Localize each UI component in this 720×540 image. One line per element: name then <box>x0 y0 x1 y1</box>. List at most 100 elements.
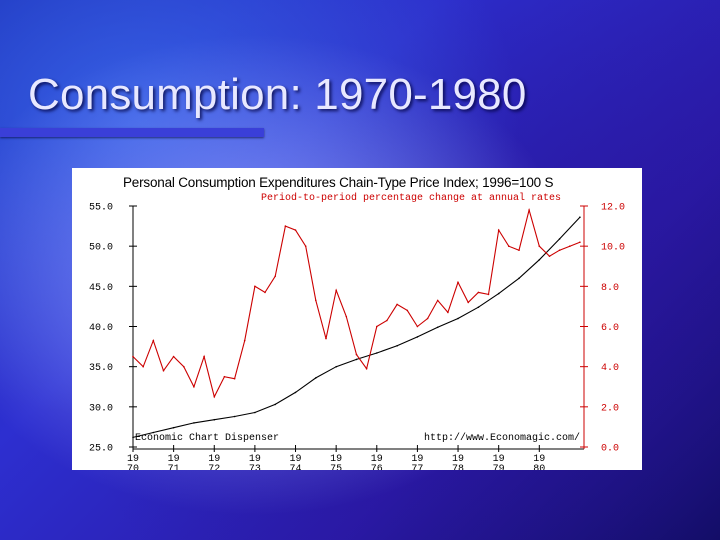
percent-change-point <box>376 325 378 328</box>
price-index-line <box>132 216 581 438</box>
percent-change-point <box>538 245 541 247</box>
percent-change-point <box>406 309 409 312</box>
right-axis-tick-label: 0.0 <box>601 444 619 455</box>
chart-subtitle: Period-to-period percentage change at an… <box>261 193 562 204</box>
x-axis-tick-label-top: 19 <box>290 454 302 465</box>
percent-change-point <box>528 209 530 211</box>
chart-panel: Personal Consumption Expenditures Chain-… <box>72 168 642 470</box>
x-axis-tick-label-bottom: 75 <box>330 464 342 470</box>
percent-change-point <box>477 291 480 294</box>
percent-change-point <box>254 285 256 288</box>
percent-change-point <box>579 241 581 243</box>
x-axis-tick-label-top: 19 <box>249 454 261 465</box>
price-index-point <box>538 259 541 261</box>
x-axis-tick-label-top: 19 <box>208 454 220 465</box>
percent-change-point <box>467 301 470 304</box>
price-index-point <box>274 403 276 406</box>
price-index-point <box>254 411 256 414</box>
slide-title: Consumption: 1970-1980 <box>28 70 527 119</box>
x-axis-tick-label-bottom: 70 <box>127 464 139 470</box>
price-index-point <box>558 238 561 240</box>
price-index-point <box>193 422 195 424</box>
price-index-point <box>355 358 358 361</box>
percent-change-point <box>284 225 287 227</box>
price-index-point <box>315 377 317 379</box>
price-index-point <box>132 436 134 439</box>
x-axis-tick-label-top: 19 <box>533 454 545 465</box>
percent-change-point <box>304 245 307 247</box>
x-axis-tick-label-bottom: 74 <box>290 464 302 470</box>
left-axis-tick-label: 40.0 <box>89 323 113 334</box>
percent-change-point <box>396 303 398 306</box>
price-index-point <box>213 418 216 421</box>
percent-change-point <box>294 229 297 231</box>
percent-change-line <box>132 207 581 399</box>
x-axis-tick-label-top: 19 <box>168 454 180 465</box>
x-axis-tick-label-top: 19 <box>127 454 139 465</box>
percent-change-point <box>558 249 561 251</box>
x-axis-tick-label-top: 19 <box>371 454 383 465</box>
percent-change-point <box>487 293 490 296</box>
price-index-point <box>457 317 459 320</box>
percent-change-point <box>315 299 317 302</box>
percent-change-point <box>548 255 551 257</box>
percent-change-point <box>233 377 236 380</box>
percent-change-point <box>497 229 500 231</box>
x-axis-tick-label-bottom: 78 <box>452 464 464 470</box>
price-index-point <box>376 352 378 354</box>
left-axis-tick-label: 45.0 <box>89 283 113 294</box>
price-index-point <box>294 391 297 394</box>
price-index-point <box>335 365 338 368</box>
percent-change-point <box>508 245 510 247</box>
percent-change-point <box>325 337 327 340</box>
x-axis-tick-label-bottom: 76 <box>371 464 383 470</box>
left-axis-tick-label: 30.0 <box>89 403 113 414</box>
x-axis-tick-label-top: 19 <box>452 454 464 465</box>
price-index-point <box>152 431 155 434</box>
price-index-point <box>436 326 439 329</box>
percent-change-point <box>193 386 195 388</box>
x-axis-tick-label-top: 19 <box>493 454 505 465</box>
percent-change-point <box>183 365 185 368</box>
percent-change-point <box>264 291 266 294</box>
percent-change-point <box>355 353 358 356</box>
chart-title: Personal Consumption Expenditures Chain-… <box>123 175 554 190</box>
x-axis-tick-label-bottom: 72 <box>208 464 220 470</box>
percent-change-point <box>569 245 571 247</box>
percent-change-point <box>335 289 338 292</box>
left-axis-tick-label: 25.0 <box>89 444 113 455</box>
footer-source-label: Economic Chart Dispenser <box>135 432 279 444</box>
percent-change-point <box>518 249 520 251</box>
x-axis-tick-label-bottom: 79 <box>493 464 505 470</box>
right-axis-tick-label: 2.0 <box>601 403 619 414</box>
x-axis-tick-label-top: 19 <box>411 454 423 465</box>
chart-plot: 55.0 50.0 45.0 40.0 35.0 30.0 25.0 12.0 10.0 8.0 6… <box>89 203 625 471</box>
right-axis-tick-label: 4.0 <box>601 363 619 374</box>
percent-change-point <box>203 355 205 358</box>
percent-change-point <box>426 317 429 320</box>
x-axis-tick-label-top: 19 <box>330 454 342 465</box>
percent-change-point <box>436 299 439 302</box>
percent-change-point <box>142 365 144 368</box>
price-index-point <box>396 345 398 347</box>
percent-change-point <box>457 281 459 284</box>
x-axis-tick-label-bottom: 71 <box>168 464 180 470</box>
percent-change-point <box>345 315 348 318</box>
left-axis-tick-label: 55.0 <box>89 203 113 214</box>
price-index-point <box>497 292 500 295</box>
x-axis-tick-label-bottom: 80 <box>533 464 545 470</box>
price-index-point <box>172 426 175 429</box>
left-axis-tick-label: 35.0 <box>89 363 113 374</box>
price-index-point <box>518 277 520 280</box>
footer-url-label: http://www.Economagic.com/ <box>424 432 580 444</box>
percent-change-point <box>447 311 449 314</box>
percent-change-point <box>386 319 388 322</box>
right-axis-tick-label: 8.0 <box>601 283 619 294</box>
price-index-point <box>579 216 581 218</box>
percent-change-point <box>132 355 134 358</box>
percent-change-point <box>152 339 155 342</box>
x-axis-tick-label-bottom: 77 <box>411 464 423 470</box>
percent-change-point <box>162 369 165 372</box>
price-index-point <box>477 306 480 308</box>
percent-change-point <box>172 355 175 358</box>
